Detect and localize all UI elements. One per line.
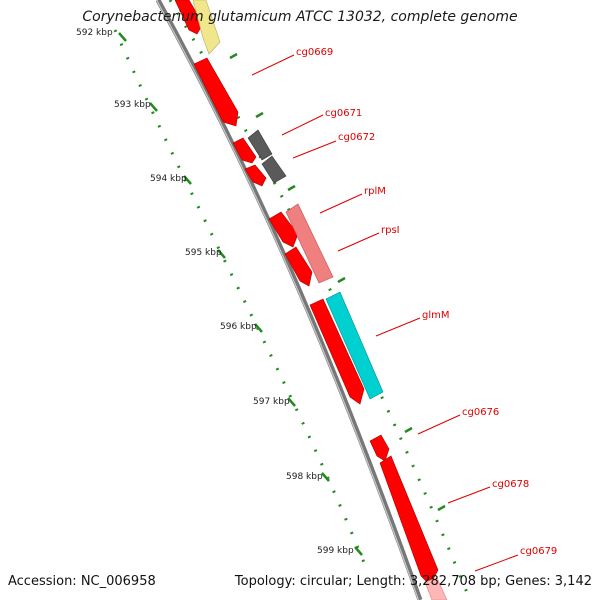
gene-arrow[interactable] — [193, 57, 239, 127]
gene-label-rpsI[interactable]: rpsI — [381, 225, 400, 236]
gene-arrow[interactable] — [268, 211, 299, 248]
gene-label-cg0669[interactable]: cg0669 — [296, 47, 333, 58]
gene-arrow[interactable] — [261, 155, 287, 184]
gene-ring-ticks — [229, 52, 446, 512]
genome-stats-text: Topology: circular; Length: 3,282,708 bp… — [234, 574, 592, 589]
gene-arrow[interactable] — [232, 137, 257, 164]
gene-label-cg0678[interactable]: cg0678 — [492, 479, 529, 490]
gene-arrow[interactable] — [247, 129, 273, 161]
ruler-label: 596 kbp — [220, 322, 257, 332]
gene-arrow[interactable] — [369, 434, 390, 462]
ruler-label: 593 kbp — [114, 100, 151, 110]
ruler-labels: 592 kbp 593 kbp 594 kbp 595 kbp 596 kbp … — [76, 28, 354, 556]
reverse-strand-genes — [174, 0, 390, 462]
gene-arrow[interactable] — [285, 203, 334, 284]
accession-text: Accession: NC_006958 — [8, 574, 156, 589]
gene-label-cg0672[interactable]: cg0672 — [338, 132, 375, 143]
gene-arrow[interactable] — [424, 577, 448, 600]
gene-label-glmM[interactable]: glmM — [422, 310, 450, 321]
ruler-label: 599 kbp — [317, 546, 354, 556]
gene-arrow[interactable] — [309, 298, 365, 405]
forward-strand-genes — [192, 0, 448, 600]
ruler-label: 595 kbp — [185, 248, 222, 258]
gene-label-cg0671[interactable]: cg0671 — [325, 108, 362, 119]
gene-arrow[interactable] — [379, 455, 439, 586]
gene-arrow[interactable] — [192, 0, 221, 55]
genome-backbone — [155, 0, 423, 600]
gene-label-rplM[interactable]: rplM — [364, 186, 386, 197]
gene-arrow[interactable] — [325, 291, 384, 400]
ruler-label: 597 kbp — [253, 397, 290, 407]
gene-arrow[interactable] — [244, 164, 267, 187]
label-leader-lines — [251, 54, 519, 572]
ruler-label: 598 kbp — [286, 472, 323, 482]
gene-arrow[interactable] — [174, 0, 204, 35]
ruler-ticks — [118, 32, 363, 556]
ruler-label: 594 kbp — [150, 174, 187, 184]
gene-arrow[interactable] — [284, 246, 313, 287]
gene-labels: cg0669 cg0671 cg0672 rplM rpsI glmM cg06… — [296, 47, 557, 557]
ruler-label: 592 kbp — [76, 28, 113, 38]
genome-title: Corynebacterium glutamicum ATCC 13032, c… — [82, 9, 518, 25]
gene-label-cg0679[interactable]: cg0679 — [520, 546, 557, 557]
gene-label-cg0676[interactable]: cg0676 — [462, 407, 499, 418]
